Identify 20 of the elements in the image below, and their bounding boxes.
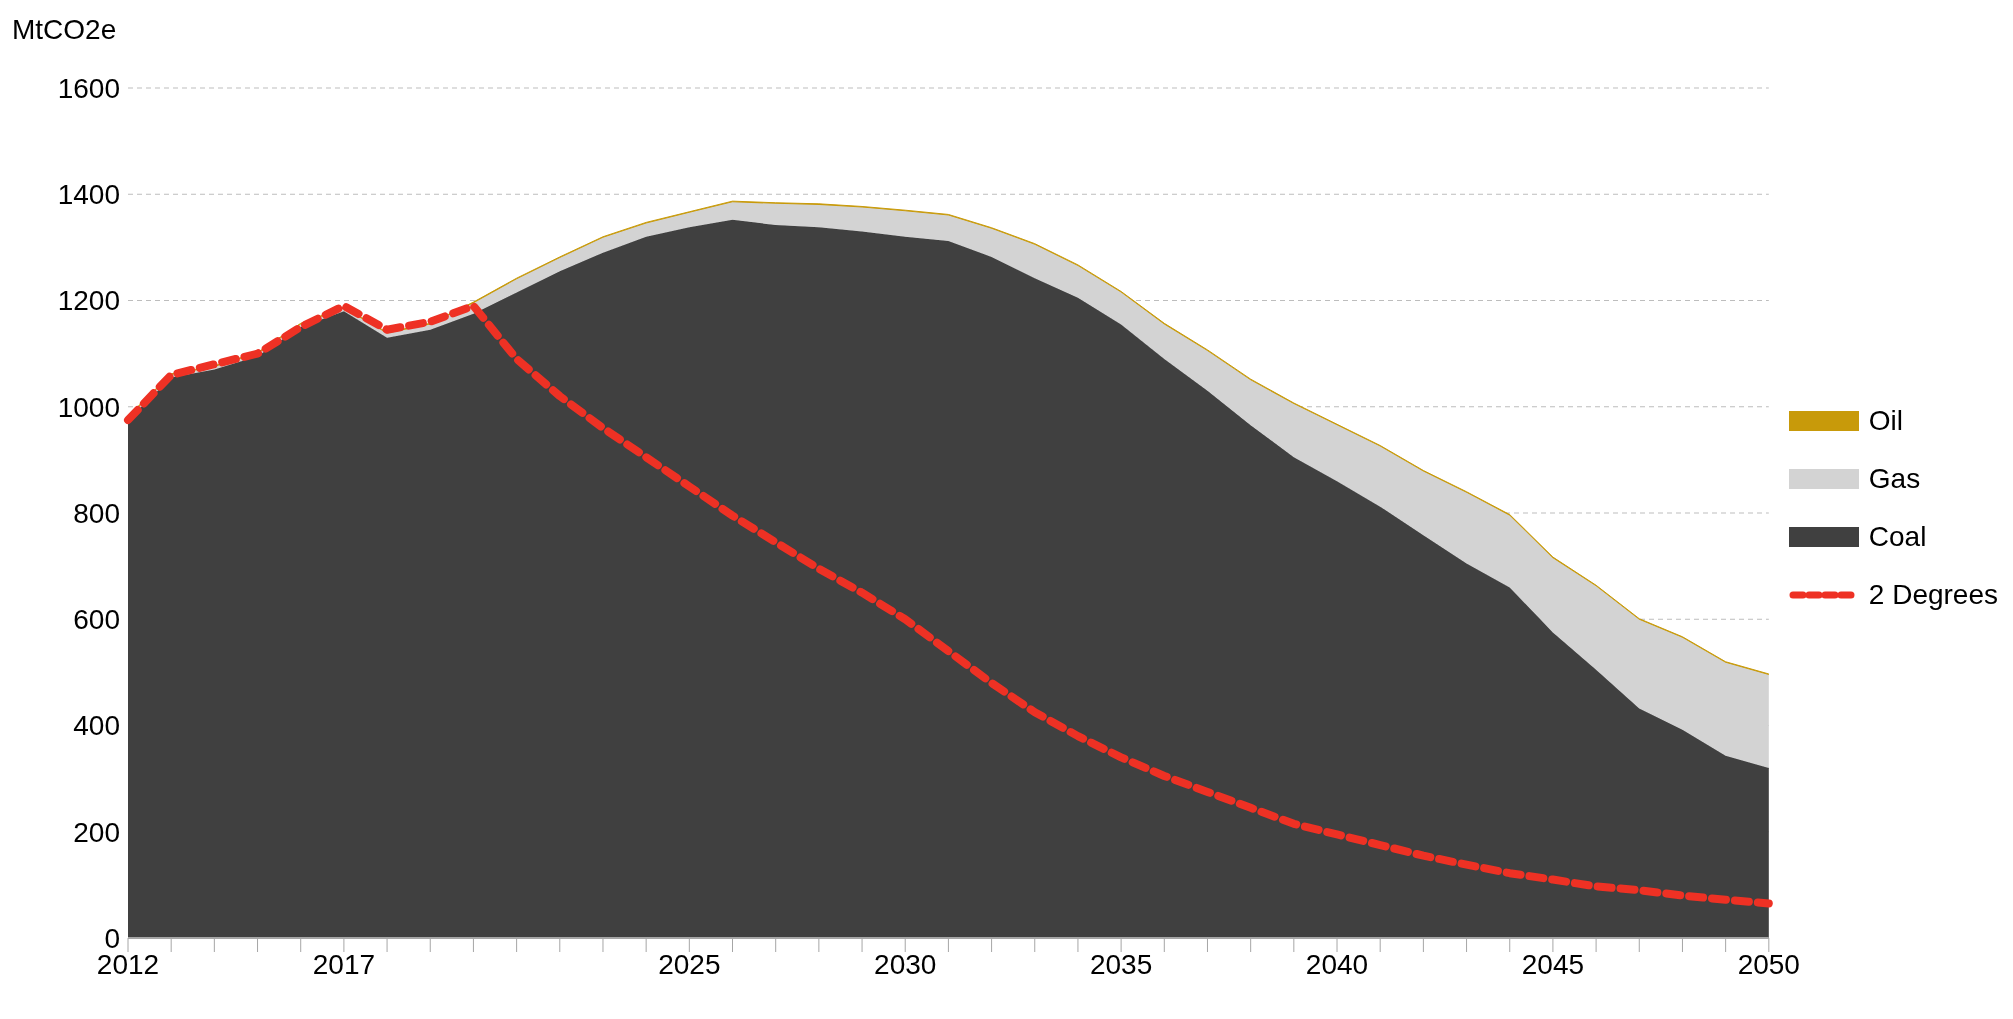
y-tick-label: 1200 (57, 285, 120, 317)
y-axis-title: MtCO2e (12, 14, 117, 46)
x-tick-label: 2035 (1089, 948, 1153, 980)
x-tick-label: 2040 (1305, 948, 1369, 980)
y-tick-label: 800 (73, 497, 120, 529)
y-tick-label: 400 (73, 710, 120, 742)
legend-label: Oil (1868, 405, 1904, 437)
x-tick-label: 2045 (1521, 948, 1585, 980)
x-tick-label: 2030 (874, 948, 937, 980)
x-tick-label: 2025 (658, 948, 721, 980)
y-tick-label: 600 (73, 604, 120, 636)
legend-label: 2 Degrees (1868, 579, 1998, 611)
y-tick-label: 200 (73, 816, 120, 848)
y-tick-label: 1400 (57, 179, 120, 211)
legend-label: Gas (1868, 463, 1921, 495)
y-tick-label: 1600 (57, 72, 120, 104)
x-tick-label: 2017 (312, 948, 376, 980)
legend-label: Coal (1868, 521, 1927, 553)
y-tick-label: 1000 (57, 391, 120, 423)
x-tick-label: 2050 (1737, 948, 1800, 980)
